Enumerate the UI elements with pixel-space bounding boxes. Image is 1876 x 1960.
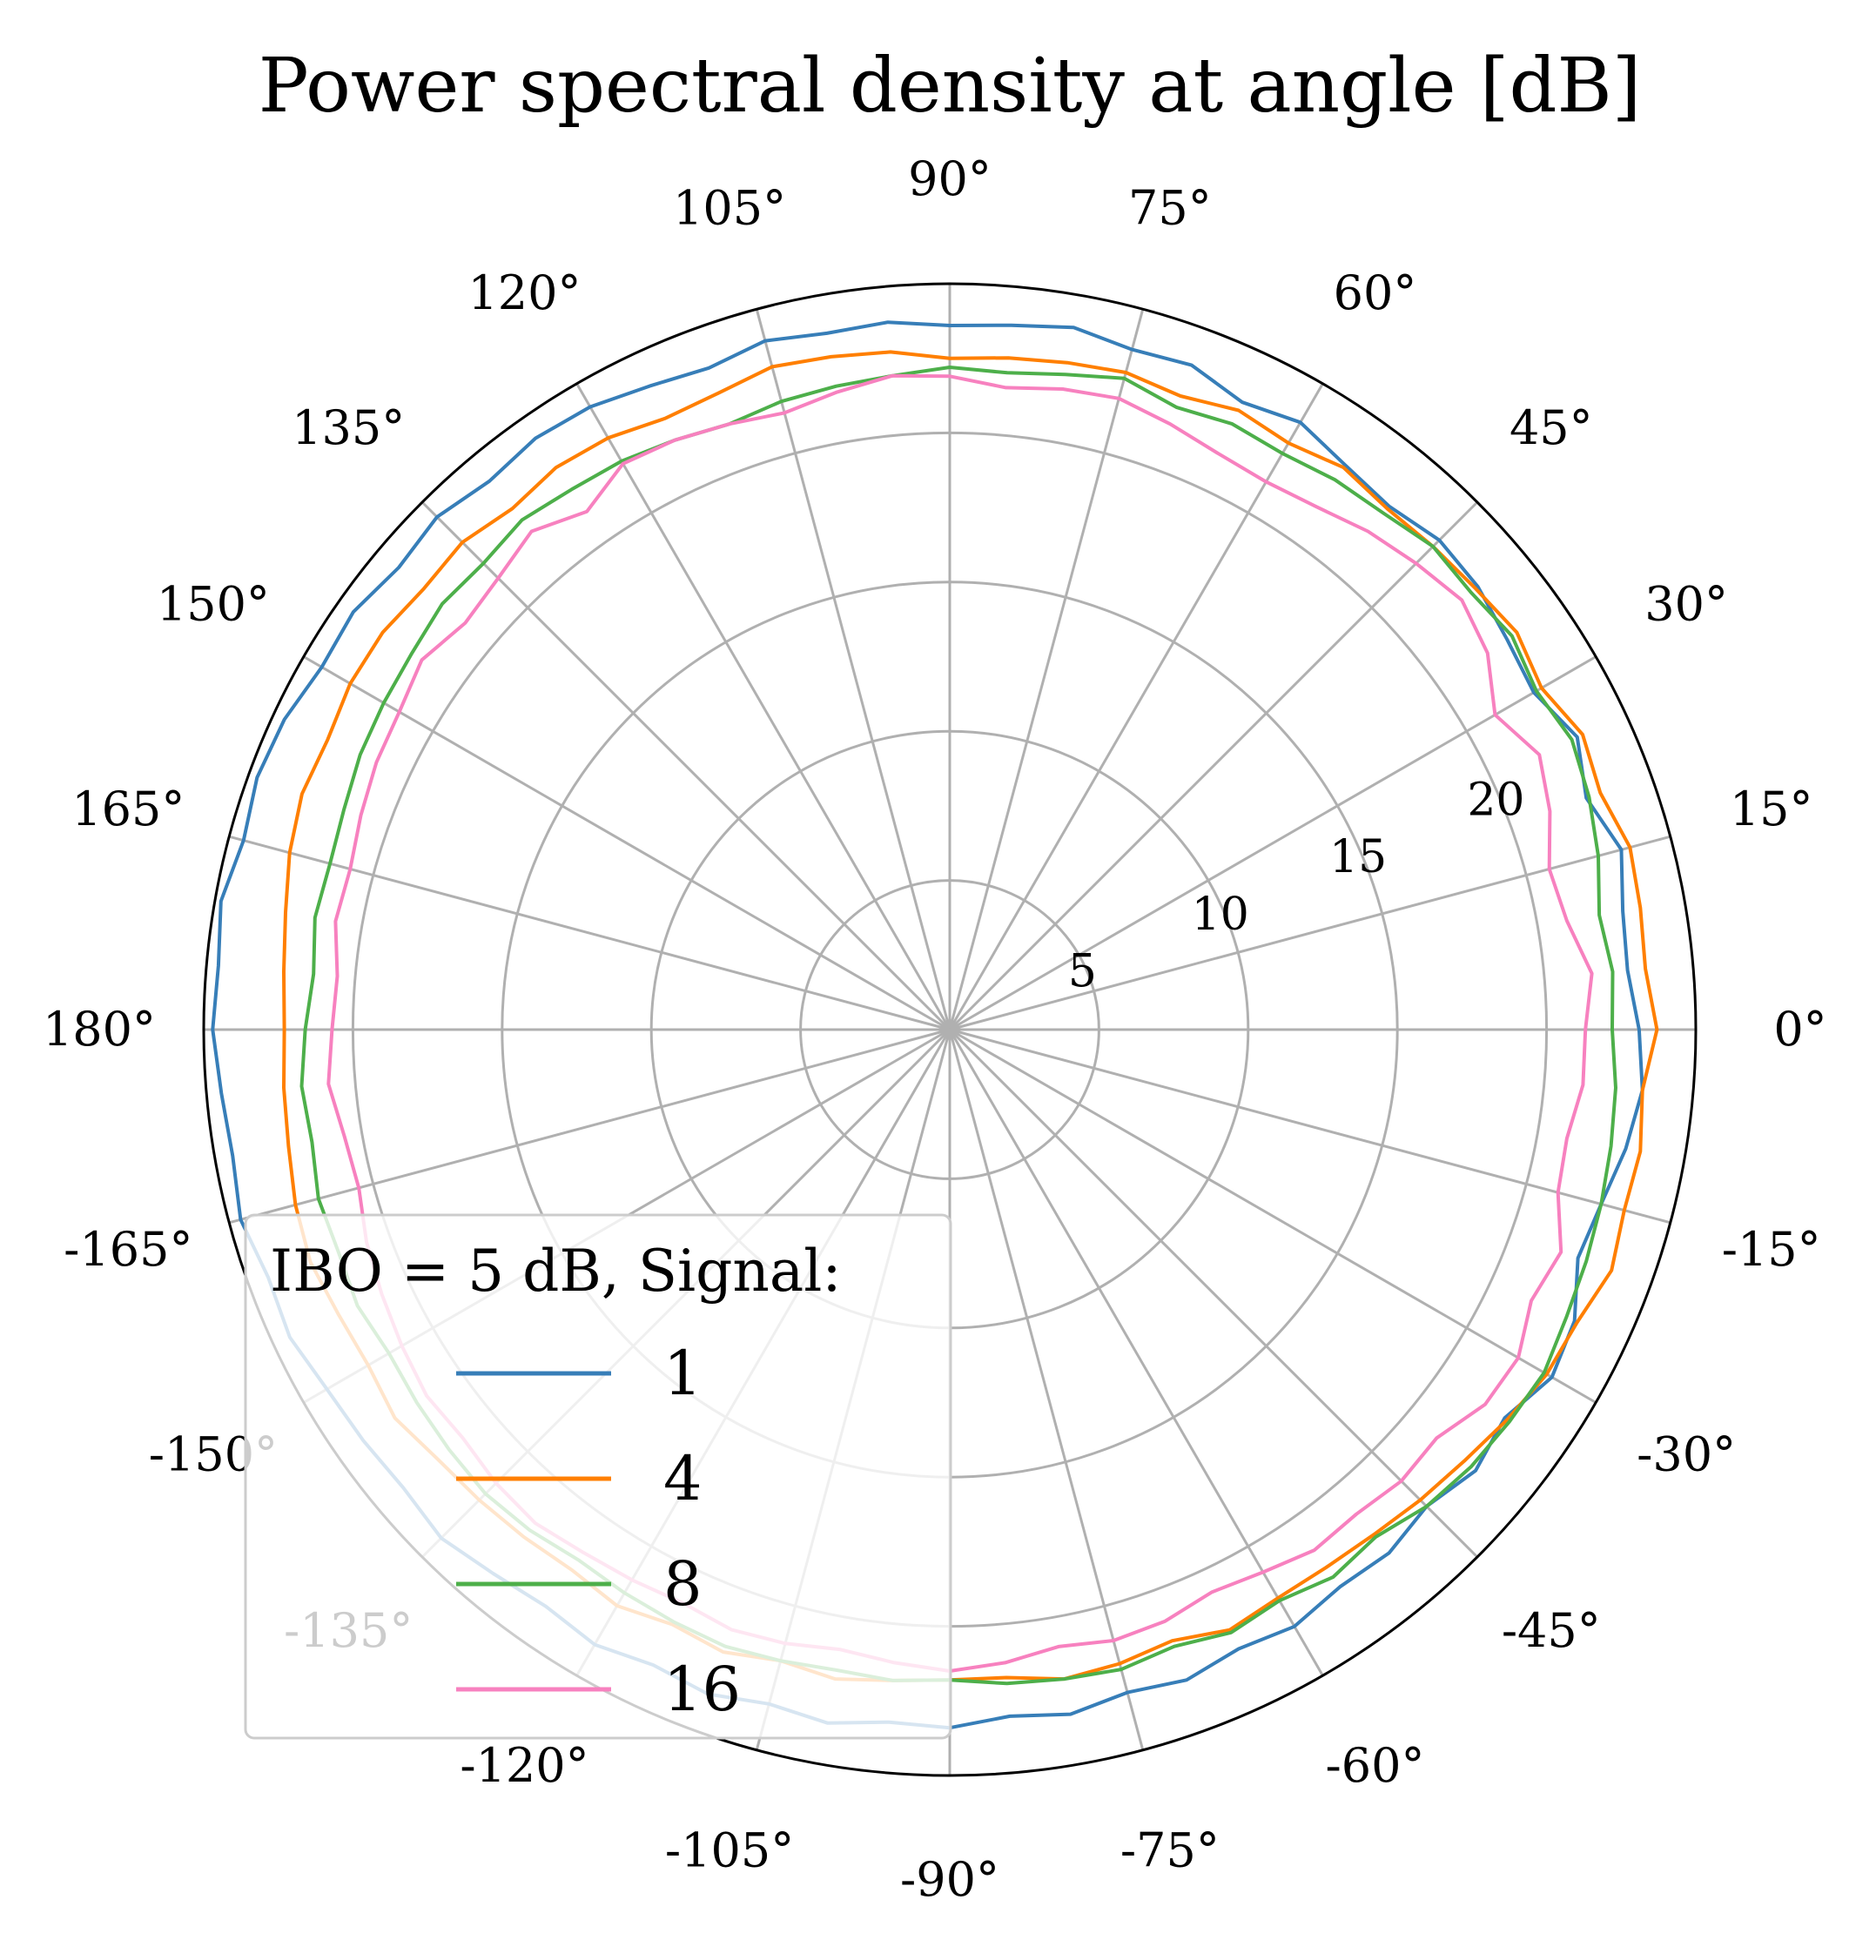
angular-gridline [949, 1028, 1597, 1404]
angular-tick-label: -90° [900, 1852, 999, 1907]
angular-gridline [948, 308, 1145, 1030]
legend: IBO = 5 dB, Signal: 1 4 8 16 [244, 1213, 952, 1740]
radial-gridline [799, 879, 1100, 1180]
angular-tick-label: -120° [460, 1738, 588, 1793]
angular-tick-label: -30° [1637, 1427, 1736, 1482]
angular-tick-label: 120° [467, 265, 581, 320]
angular-tick-label: 180° [43, 1002, 156, 1057]
radial-tick-label: 5 [1068, 945, 1097, 997]
angular-tick-label: 105° [673, 180, 786, 235]
angular-tick-label: 45° [1510, 400, 1593, 455]
angular-gridline [948, 383, 1324, 1030]
legend-title: IBO = 5 dB, Signal: [270, 1238, 842, 1305]
angular-gridline [949, 835, 1671, 1031]
radial-tick-label: 20 [1467, 775, 1524, 827]
angular-gridline [949, 655, 1597, 1031]
radial-tick-labels: 5 10 15 20 [1068, 775, 1525, 998]
angular-tick-labels: 0° 15° 30° 45° 60° 75° 90° 105° 120° 135° 150° 165°… [43, 151, 1827, 1907]
angular-tick-label: -165° [64, 1222, 192, 1277]
radial-tick-label: 10 [1192, 889, 1249, 941]
angular-tick-label: 75° [1128, 180, 1212, 235]
angular-tick-label: 30° [1644, 577, 1728, 632]
angular-tick-label: 0° [1773, 1002, 1826, 1057]
legend-label: 4 [663, 1443, 703, 1514]
angular-gridline [420, 500, 951, 1031]
angular-gridline [949, 1028, 1671, 1225]
angular-gridline [755, 308, 951, 1030]
angular-tick-label: -45° [1502, 1603, 1601, 1658]
chart-title: Power spectral density at angle [dB] [259, 43, 1642, 130]
angular-gridline [228, 1028, 951, 1225]
legend-label: 1 [663, 1338, 703, 1409]
legend-entries: 1 4 8 16 [456, 1338, 741, 1725]
angular-tick-label: 150° [157, 577, 270, 632]
angular-gridline [948, 1028, 1479, 1559]
angular-tick-label: -60° [1326, 1738, 1425, 1793]
angular-tick-label: 135° [292, 400, 405, 455]
angular-gridline [575, 383, 951, 1030]
legend-label: 16 [663, 1654, 741, 1725]
polar-frame [202, 282, 1698, 1777]
angular-tick-label: 165° [71, 782, 185, 836]
angular-gridline [948, 1029, 1324, 1676]
angular-tick-label: -75° [1120, 1823, 1220, 1878]
angular-tick-label: -105° [665, 1823, 794, 1878]
angular-gridline [948, 1029, 1145, 1751]
angular-tick-label: -15° [1722, 1222, 1821, 1277]
angular-tick-label: 60° [1334, 265, 1417, 320]
legend-label: 8 [663, 1548, 703, 1620]
angular-tick-label: 90° [908, 151, 992, 206]
angular-gridline [303, 655, 951, 1031]
radial-tick-label: 15 [1329, 831, 1387, 883]
angular-tick-label: 15° [1730, 782, 1813, 836]
angular-gridline [948, 500, 1479, 1031]
